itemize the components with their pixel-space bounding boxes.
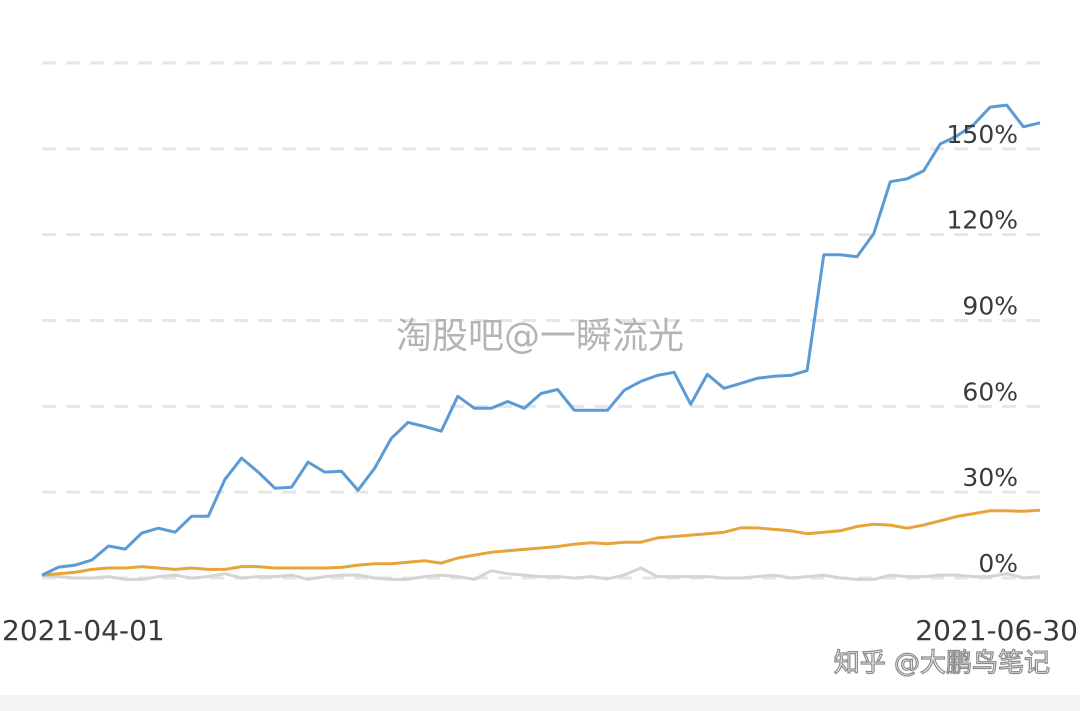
- y-tick-label: 30%: [962, 463, 1018, 492]
- series-line: [41, 103, 1041, 577]
- lines: [41, 103, 1041, 581]
- y-tick-label: 120%: [947, 206, 1018, 235]
- y-tick-label: 150%: [947, 120, 1018, 149]
- y-tick-label: 90%: [962, 292, 1018, 321]
- x-tick-label: 2021-06-30: [915, 614, 1078, 647]
- x-tick-label: 2021-04-01: [2, 614, 165, 647]
- series-line: [41, 508, 1041, 577]
- y-tick-label: 0%: [978, 549, 1018, 578]
- y-tick-label: 60%: [962, 377, 1018, 406]
- source-mark: 知乎 @大鹏鸟笔记: [834, 649, 1050, 679]
- watermark: 淘股吧@一瞬流光: [396, 316, 684, 357]
- bottom-strip: [0, 695, 1080, 711]
- series-line: [41, 566, 1041, 581]
